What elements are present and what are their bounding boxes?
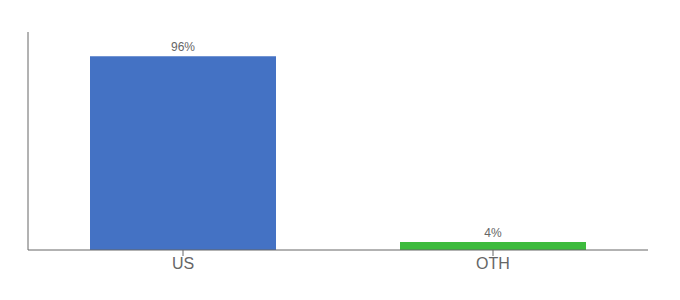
svg-text:US: US [172, 255, 194, 272]
svg-text:96%: 96% [171, 40, 195, 54]
svg-text:4%: 4% [484, 226, 502, 240]
svg-text:OTH: OTH [476, 255, 510, 272]
